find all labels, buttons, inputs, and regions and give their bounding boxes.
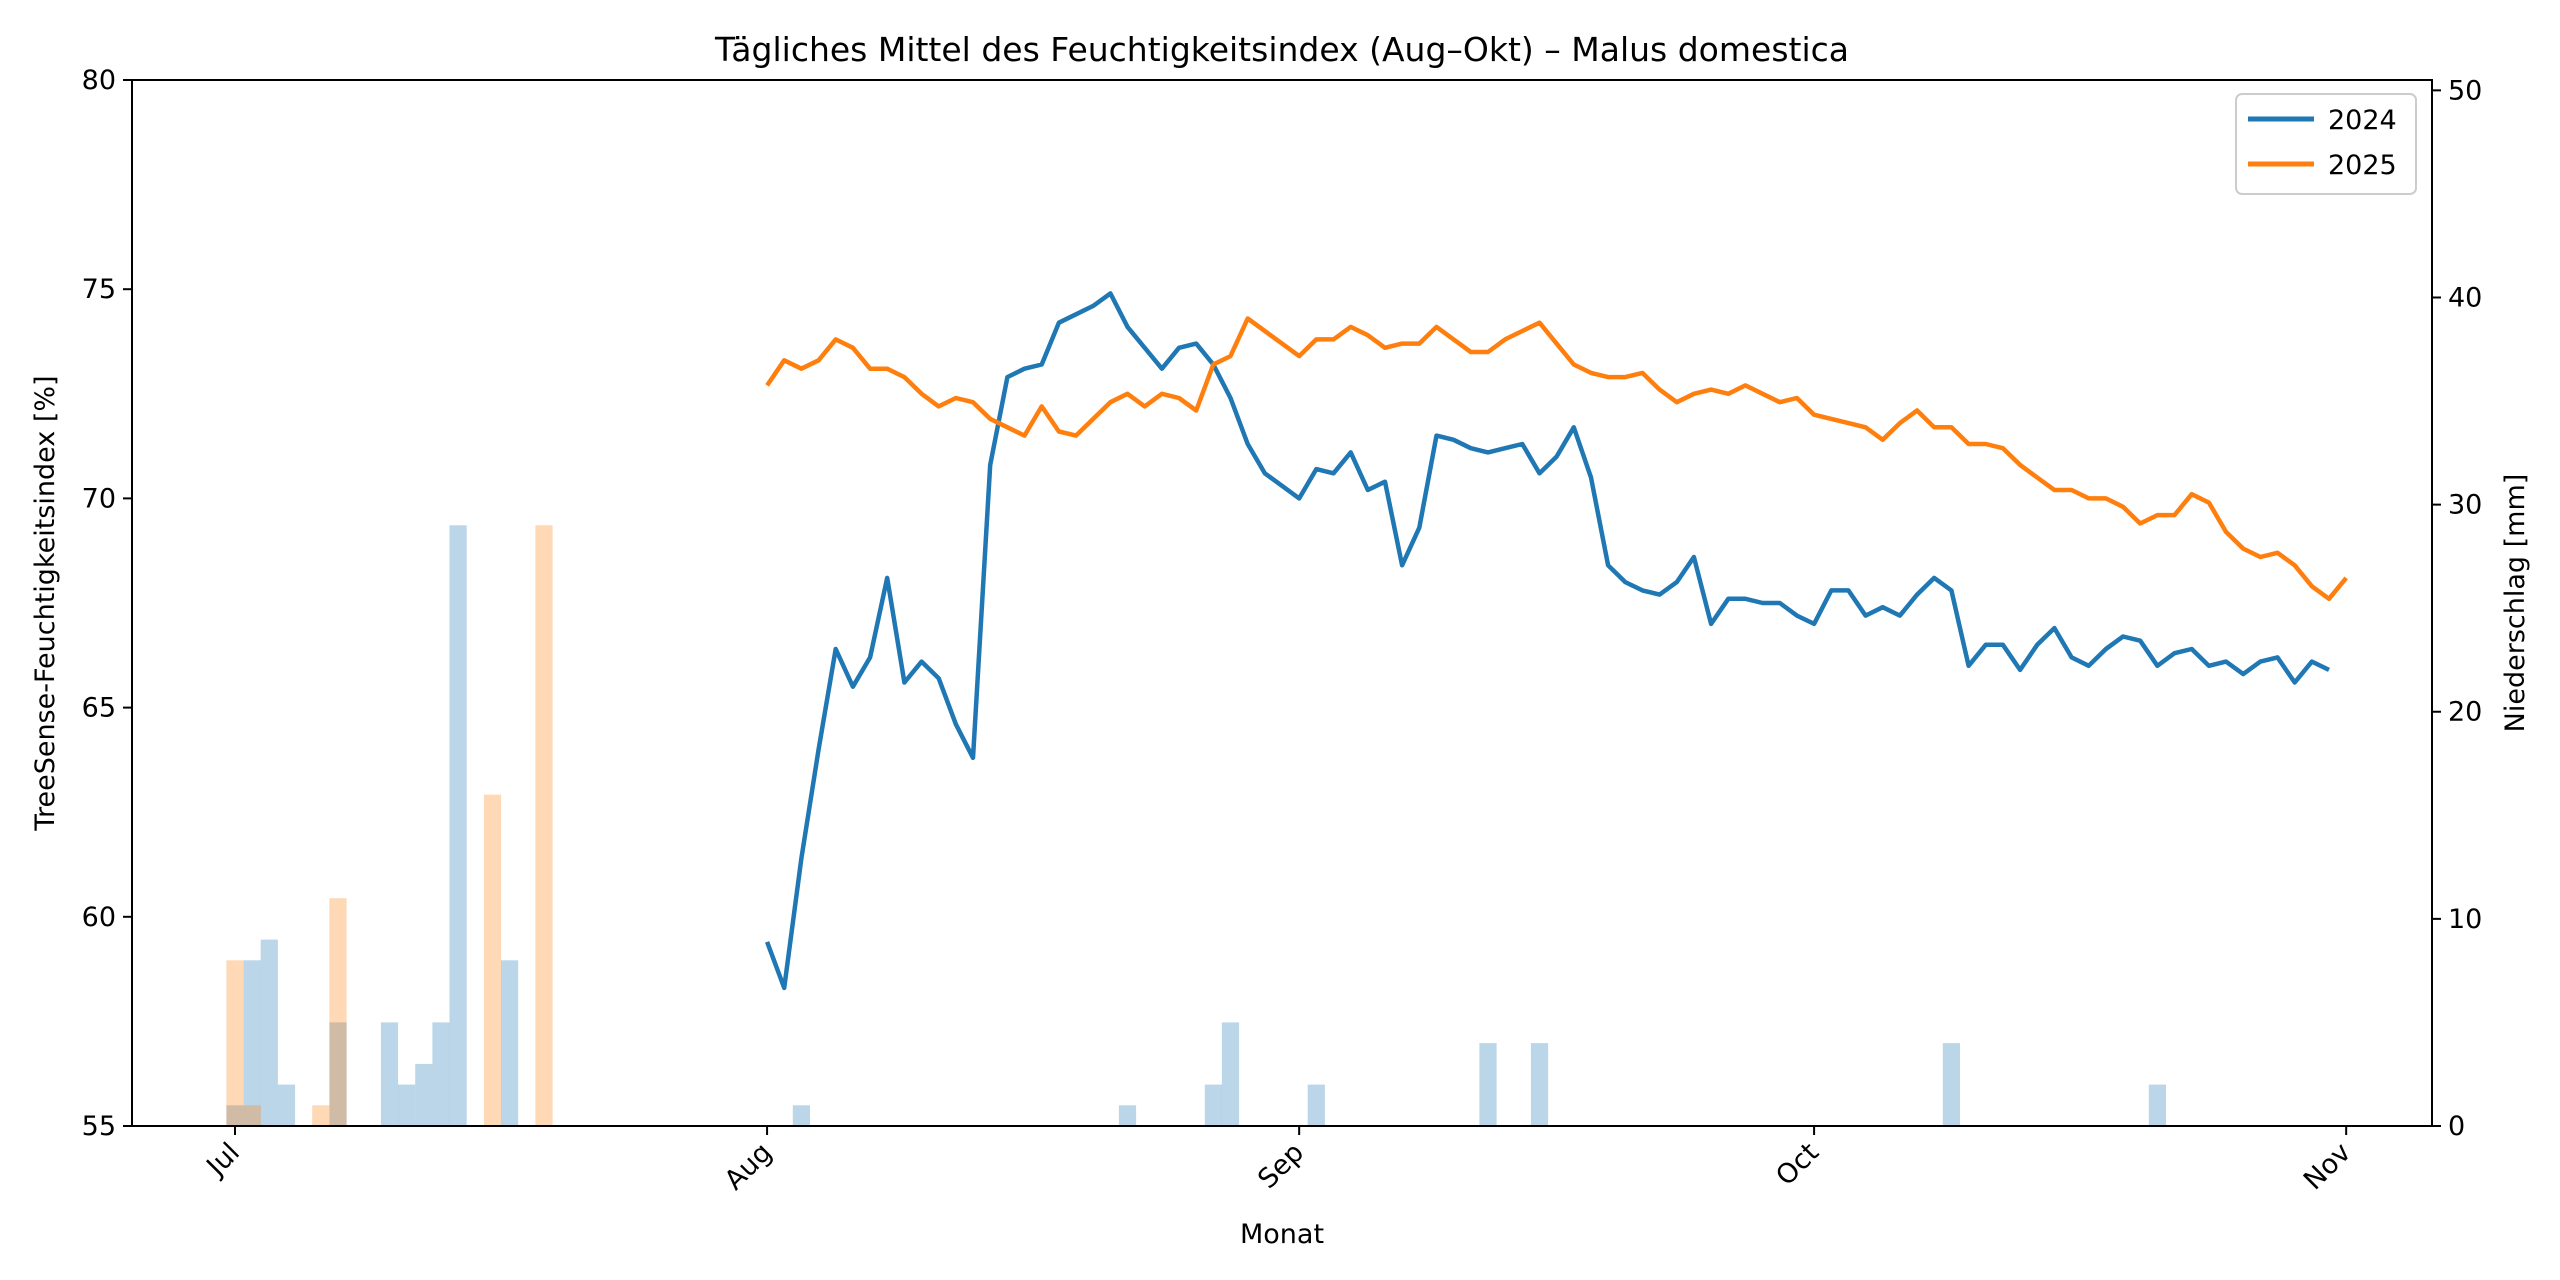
precip-bar-2024 xyxy=(380,1022,399,1126)
y2-tick-label: 0 xyxy=(2448,1111,2465,1142)
series-line-2024 xyxy=(764,291,2330,991)
legend-label-2024: 2024 xyxy=(2328,105,2397,136)
y-axis-label: TreeSense-Feuchtigkeitsindex [%] xyxy=(30,375,61,831)
x-tick-label: Aug xyxy=(719,1137,778,1196)
precip-bar-2025 xyxy=(535,525,553,1126)
y-tick-label: 70 xyxy=(82,483,116,514)
y-tick-label: 80 xyxy=(82,65,116,96)
precip-bar-2024 xyxy=(1530,1043,1549,1126)
precip-bar-2024 xyxy=(501,960,519,1126)
precip-bar-2024 xyxy=(260,939,278,1126)
x-tick-label: Oct xyxy=(1770,1137,1825,1192)
series-line-2025 xyxy=(765,316,2348,602)
precip-bar-2025 xyxy=(329,898,347,1126)
humidity-lines xyxy=(764,291,2348,991)
precip-bar-2025 xyxy=(483,794,502,1126)
precip-bar-2024 xyxy=(1118,1105,1137,1126)
precip-bar-2025 xyxy=(312,1105,330,1126)
x-axis-label: Monat xyxy=(1240,1219,1324,1250)
y2-tick-label: 50 xyxy=(2448,75,2482,106)
precip-bar-2024 xyxy=(1204,1084,1222,1126)
y-tick-label: 60 xyxy=(82,902,116,933)
precip-bar-2024 xyxy=(398,1084,416,1126)
precipitation-bars xyxy=(226,525,2166,1126)
precip-bar-2024 xyxy=(792,1105,810,1126)
y-tick-label: 55 xyxy=(82,1111,116,1142)
x-axis: Jul Aug Sep Oct Nov xyxy=(200,1126,2357,1196)
chart-title: Tägliches Mittel des Feuchtigkeitsindex … xyxy=(714,30,1849,69)
precip-bar-2024 xyxy=(329,1022,347,1126)
legend: 2024 2025 xyxy=(2235,93,2417,195)
x-tick-label: Nov xyxy=(2298,1137,2357,1196)
y-tick-label: 65 xyxy=(82,693,116,724)
precip-bar-2025 xyxy=(226,960,244,1126)
precip-bar-2024 xyxy=(1479,1043,1497,1126)
precip-bar-2025 xyxy=(243,1105,261,1126)
precip-bar-2024 xyxy=(277,1084,296,1126)
precip-bar-2024 xyxy=(1942,1043,1960,1126)
precip-bar-2024 xyxy=(432,1022,450,1126)
precip-bar-2024 xyxy=(226,1105,244,1126)
precip-bar-2024 xyxy=(243,960,261,1126)
y2-tick-label: 20 xyxy=(2448,697,2482,728)
x-tick-label: Jul xyxy=(200,1137,246,1183)
y-axis-right: 0 10 20 30 40 50 xyxy=(2432,75,2482,1142)
y-tick-label: 75 xyxy=(82,274,116,305)
x-tick-label: Sep xyxy=(1252,1137,1310,1195)
y-axis-left: 55 60 65 70 75 80 xyxy=(82,65,132,1142)
y2-tick-label: 40 xyxy=(2448,282,2482,313)
plot-frame xyxy=(131,79,2433,1127)
precip-bar-2024 xyxy=(415,1063,433,1126)
y2-axis-label: Niederschlag [mm] xyxy=(2500,474,2531,733)
precip-bar-2024 xyxy=(1307,1084,1325,1126)
precip-bar-2024 xyxy=(449,525,467,1126)
y2-tick-label: 10 xyxy=(2448,904,2482,935)
y2-tick-label: 30 xyxy=(2448,490,2482,521)
precip-bar-2024 xyxy=(1221,1022,1240,1126)
precip-bar-2024 xyxy=(2148,1084,2166,1126)
legend-label-2025: 2025 xyxy=(2328,150,2397,181)
